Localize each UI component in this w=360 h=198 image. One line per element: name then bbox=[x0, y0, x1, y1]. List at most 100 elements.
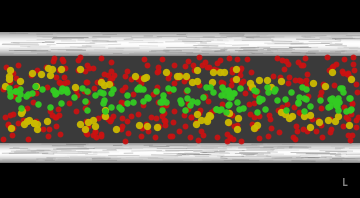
Point bbox=[266, 134, 271, 138]
Bar bbox=[0, 50, 360, 51]
Bar bbox=[0, 38, 360, 39]
Point bbox=[327, 118, 333, 121]
Point bbox=[282, 68, 287, 71]
Bar bbox=[0, 145, 360, 146]
Bar bbox=[0, 149, 360, 150]
Bar bbox=[0, 54, 360, 55]
Point bbox=[325, 118, 331, 121]
Point bbox=[58, 102, 64, 105]
Bar bbox=[0, 48, 360, 49]
Point bbox=[255, 110, 260, 114]
Point bbox=[353, 118, 359, 121]
Bar bbox=[0, 150, 360, 151]
Point bbox=[122, 74, 128, 78]
Point bbox=[198, 118, 204, 122]
Point bbox=[292, 79, 298, 82]
Point bbox=[85, 108, 90, 111]
Point bbox=[332, 100, 338, 103]
Point bbox=[310, 82, 316, 85]
Bar bbox=[0, 158, 360, 159]
Point bbox=[80, 86, 85, 89]
Point bbox=[185, 108, 191, 111]
Point bbox=[319, 91, 324, 94]
Point bbox=[155, 70, 161, 73]
Point bbox=[238, 81, 244, 84]
Bar bbox=[0, 34, 360, 35]
Point bbox=[165, 77, 171, 80]
Point bbox=[137, 87, 143, 90]
Point bbox=[211, 67, 217, 70]
Bar bbox=[0, 148, 360, 149]
Point bbox=[23, 95, 29, 98]
Point bbox=[124, 119, 130, 122]
Point bbox=[98, 135, 104, 138]
Bar bbox=[0, 50, 360, 51]
Bar bbox=[0, 147, 360, 148]
Point bbox=[111, 87, 116, 90]
Point bbox=[256, 115, 262, 118]
Point bbox=[237, 87, 243, 90]
Point bbox=[303, 87, 309, 90]
Bar bbox=[0, 47, 360, 48]
Point bbox=[184, 108, 189, 111]
Point bbox=[108, 83, 114, 86]
Point bbox=[84, 132, 89, 135]
Point bbox=[150, 92, 156, 95]
Point bbox=[344, 72, 350, 75]
Bar bbox=[0, 36, 360, 37]
Point bbox=[304, 72, 310, 75]
Point bbox=[141, 77, 147, 80]
Point bbox=[124, 69, 130, 73]
Bar bbox=[0, 51, 360, 52]
Point bbox=[105, 73, 111, 76]
Point bbox=[339, 69, 345, 72]
Bar bbox=[0, 161, 360, 162]
Point bbox=[305, 95, 311, 98]
Point bbox=[252, 127, 257, 130]
Point bbox=[343, 116, 349, 119]
Point bbox=[209, 81, 215, 84]
Point bbox=[253, 94, 258, 97]
Point bbox=[262, 107, 268, 110]
Bar bbox=[0, 40, 360, 41]
Point bbox=[296, 78, 301, 81]
Bar bbox=[0, 149, 360, 150]
Point bbox=[340, 72, 346, 75]
Point bbox=[270, 75, 276, 78]
Bar bbox=[0, 49, 360, 50]
Point bbox=[294, 130, 300, 133]
Bar bbox=[0, 35, 360, 36]
Bar bbox=[0, 154, 360, 155]
Bar bbox=[0, 151, 360, 152]
Point bbox=[33, 120, 39, 123]
Point bbox=[167, 134, 173, 138]
Point bbox=[118, 108, 124, 111]
Point bbox=[252, 89, 257, 92]
Point bbox=[64, 80, 69, 83]
Point bbox=[159, 58, 165, 61]
Point bbox=[31, 121, 37, 125]
Bar bbox=[0, 48, 360, 49]
Point bbox=[288, 90, 294, 93]
Point bbox=[144, 124, 150, 128]
Point bbox=[266, 89, 271, 92]
Point bbox=[108, 60, 114, 63]
Point bbox=[237, 74, 243, 77]
Point bbox=[144, 64, 150, 67]
Point bbox=[128, 77, 134, 80]
Point bbox=[21, 123, 27, 126]
Point bbox=[170, 88, 176, 91]
Bar bbox=[0, 42, 360, 43]
Point bbox=[15, 64, 21, 67]
Point bbox=[336, 109, 341, 112]
Bar bbox=[0, 47, 360, 48]
Point bbox=[5, 124, 10, 127]
Point bbox=[58, 89, 64, 93]
Point bbox=[145, 97, 151, 100]
Point bbox=[18, 107, 24, 110]
Point bbox=[120, 89, 125, 92]
Point bbox=[107, 78, 112, 81]
Bar bbox=[0, 145, 360, 146]
Point bbox=[31, 122, 37, 125]
Bar bbox=[0, 39, 360, 40]
